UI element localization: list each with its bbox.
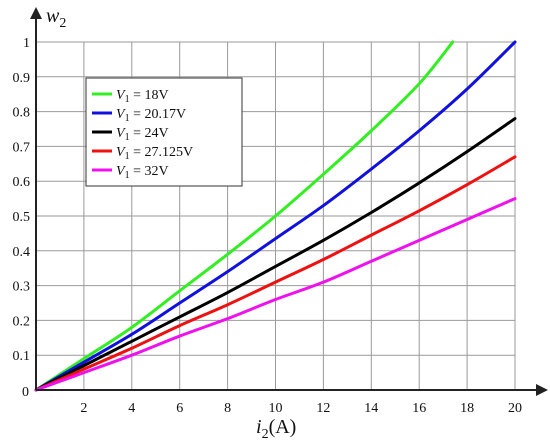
- x-tick-label: 6: [176, 401, 183, 416]
- y-axis-label-main: w: [46, 5, 60, 27]
- legend-label: V1 = 20.17V: [116, 107, 186, 124]
- x-tick-labels: 2 4 6 8 10 12 14 16 18 20: [80, 401, 522, 416]
- x-tick-label: 14: [364, 401, 378, 416]
- legend-label: V1 = 18V: [116, 88, 169, 105]
- x-tick-label: 2: [80, 401, 87, 416]
- legend-box: [85, 77, 243, 187]
- legend-label-sub: 1: [125, 151, 130, 162]
- y-tick-label: 0.5: [13, 210, 31, 225]
- legend-label-sub: 1: [125, 132, 130, 143]
- legend-label-var: V: [116, 126, 126, 141]
- series-line: [34, 197, 517, 392]
- series-line: [34, 155, 517, 392]
- y-tick-label: 0.4: [13, 245, 31, 260]
- legend-label-value: = 24V: [130, 126, 169, 141]
- y-axis-arrow: [30, 7, 42, 19]
- y-tick-label: 0.6: [13, 175, 31, 190]
- y-axis-label: w2: [46, 5, 66, 31]
- legend-label-var: V: [116, 88, 126, 103]
- legend-label-var: V: [116, 164, 126, 179]
- x-axis-label-sub: 2: [262, 427, 269, 442]
- y-tick-label: 0.3: [13, 280, 31, 295]
- y-tick-label: 0.7: [13, 140, 31, 155]
- y-tick-labels: 0.1 0.2 0.3 0.4 0.5 0.6 0.7 0.8 0.9 1: [13, 36, 31, 364]
- series-lines: [34, 40, 517, 392]
- legend-label-sub: 1: [125, 170, 130, 181]
- axes: [30, 7, 548, 396]
- legend-label: V1 = 27.125V: [116, 145, 193, 162]
- legend-label-value: = 20.17V: [130, 107, 187, 122]
- x-tick-label: 10: [269, 401, 283, 416]
- legend-label-var: V: [116, 145, 126, 160]
- legend-label-value: = 18V: [130, 88, 169, 103]
- x-axis-label-unit: (A): [269, 416, 297, 438]
- legend-label: V1 = 24V: [116, 126, 169, 143]
- x-tick-label: 4: [128, 401, 135, 416]
- origin-label: 0: [22, 385, 29, 400]
- x-tick-label: 20: [508, 401, 522, 416]
- x-axis-arrow: [536, 384, 548, 396]
- x-tick-label: 16: [412, 401, 426, 416]
- x-axis-label-main: i: [256, 416, 262, 438]
- series-line: [34, 40, 517, 392]
- series-line: [34, 117, 517, 392]
- y-tick-label: 0.9: [13, 71, 31, 86]
- y-tick-label: 1: [23, 36, 30, 51]
- legend-label-sub: 1: [125, 94, 130, 105]
- legend-label-value: = 32V: [130, 164, 169, 179]
- x-tick-label: 8: [224, 401, 231, 416]
- x-tick-label: 12: [316, 401, 330, 416]
- y-axis-label-sub: 2: [59, 16, 66, 31]
- x-tick-label: 18: [460, 401, 474, 416]
- y-tick-label: 0.2: [13, 314, 31, 329]
- legend-label: V1 = 32V: [116, 164, 169, 181]
- series-line: [34, 40, 455, 392]
- x-axis-label: i2(A): [256, 416, 296, 442]
- y-tick-label: 0.8: [13, 106, 31, 121]
- legend-label-value: = 27.125V: [130, 145, 194, 160]
- legend-label-var: V: [116, 107, 126, 122]
- legend-label-sub: 1: [125, 113, 130, 124]
- y-tick-label: 0.1: [13, 349, 31, 364]
